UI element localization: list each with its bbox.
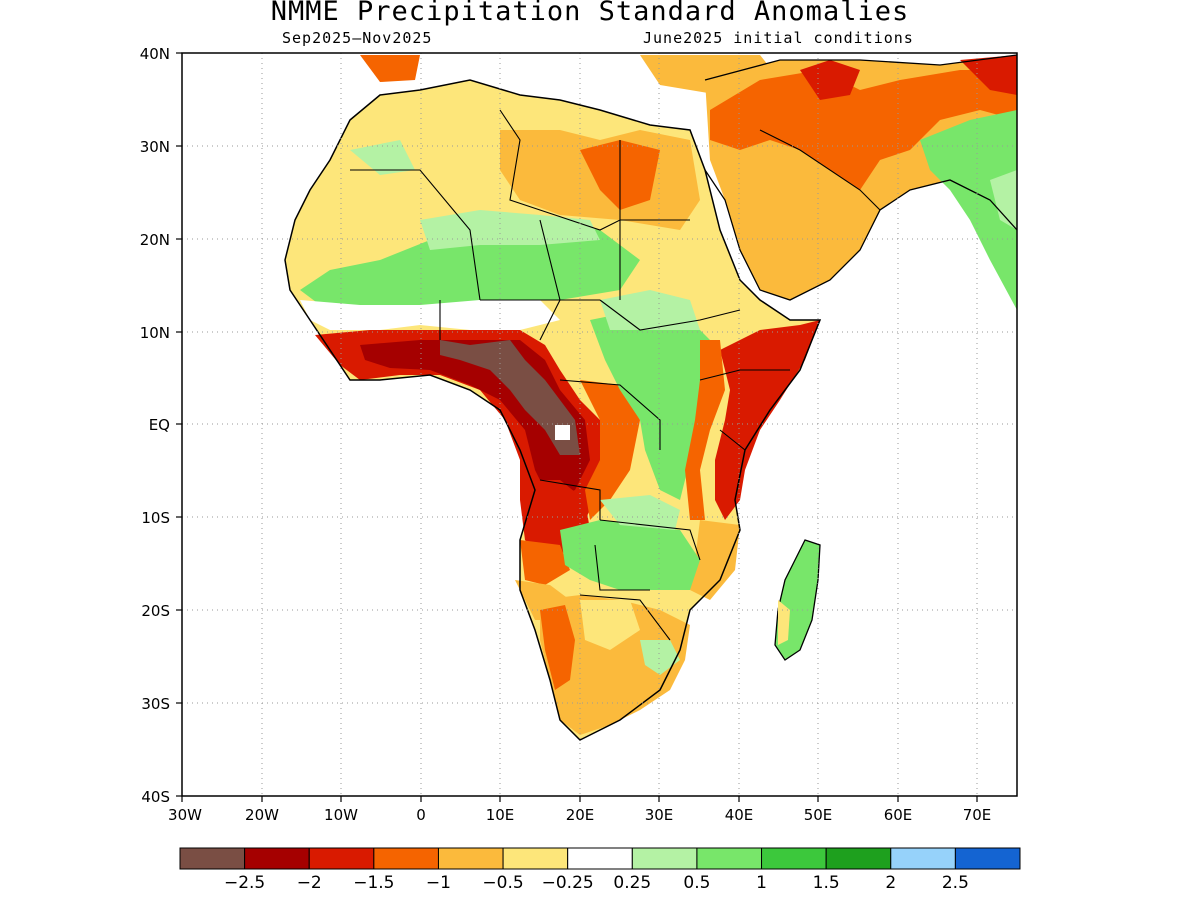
lon-label-50e: 50E <box>804 806 833 824</box>
lon-label-60e: 60E <box>884 806 913 824</box>
colorbar-swatch <box>308 847 375 870</box>
lat-label-10s: 10S <box>141 509 170 527</box>
africa-coastline <box>284 79 822 741</box>
lat-label-30n: 30N <box>140 138 170 156</box>
colorbar-swatch <box>502 847 569 870</box>
colorbar-label: 1.5 <box>813 873 840 893</box>
lon-label-30e: 30E <box>645 806 674 824</box>
lat-label-20s: 20S <box>141 602 170 620</box>
colorbar-label: −2 <box>297 873 322 893</box>
congo-core-dry <box>440 340 580 455</box>
colorbar-label: −2.5 <box>224 873 265 893</box>
east-africa-wet <box>590 310 715 500</box>
colorbar-swatch <box>179 847 246 870</box>
lat-label-eq: EQ <box>149 416 170 434</box>
lat-axis <box>176 52 182 797</box>
lat-label-40n: 40N <box>140 45 170 63</box>
colorbar-label: −0.25 <box>542 873 594 893</box>
lon-label-40e: 40E <box>725 806 754 824</box>
colorbar-label: 2 <box>885 873 896 893</box>
middle-east-dry <box>710 70 1017 190</box>
lon-axis <box>181 796 978 802</box>
colorbar-label: 2.5 <box>942 873 969 893</box>
colorbar-swatch <box>373 847 439 870</box>
lat-label-10n: 10N <box>140 324 170 342</box>
colorbar-label: 1 <box>756 873 767 893</box>
colorbar-swatch <box>567 847 633 870</box>
season-label: Sep2025–Nov2025 <box>282 29 433 47</box>
colorbar-swatch <box>890 847 956 870</box>
colorbar-label: −1.5 <box>353 873 394 893</box>
lon-label-20e: 20E <box>566 806 595 824</box>
colorbar-label: −0.5 <box>482 873 523 893</box>
lon-label-10w: 10W <box>324 806 358 824</box>
colorbar: −2.5 −2 −1.5 −1 −0.5 −0.25 0.25 0.5 1 1.5 2 2.5 <box>179 847 1021 893</box>
lon-label-10e: 10E <box>486 806 515 824</box>
colorbar-swatch <box>696 847 763 870</box>
lon-label-70e: 70E <box>963 806 992 824</box>
colorbar-swatch <box>244 847 310 870</box>
south-asia-wet <box>920 110 1017 310</box>
colorbar-label: 0.5 <box>683 873 710 893</box>
lon-label-0: 0 <box>416 806 426 824</box>
colorbar-label: 0.25 <box>613 873 651 893</box>
initial-conditions-label: June2025 initial conditions <box>643 29 914 47</box>
colorbar-swatch <box>761 847 827 870</box>
colorbar-swatch <box>631 847 698 870</box>
southeast-africa-wet <box>560 520 700 590</box>
lon-label-30w: 30W <box>168 806 202 824</box>
southern-africa-dry <box>540 595 690 735</box>
graticule <box>182 53 1017 796</box>
colorbar-swatch <box>825 847 892 870</box>
lon-label-20w: 20W <box>245 806 279 824</box>
map-title: NMME Precipitation Standard Anomalies <box>270 0 910 27</box>
lat-label-20n: 20N <box>140 231 170 249</box>
country-borders <box>350 109 881 641</box>
colorbar-label: −1 <box>426 873 451 893</box>
colorbar-swatch <box>437 847 504 870</box>
colorbar-swatch <box>954 847 1021 870</box>
lat-label-30s: 30S <box>141 695 170 713</box>
lat-label-40s: 40S <box>141 788 170 806</box>
